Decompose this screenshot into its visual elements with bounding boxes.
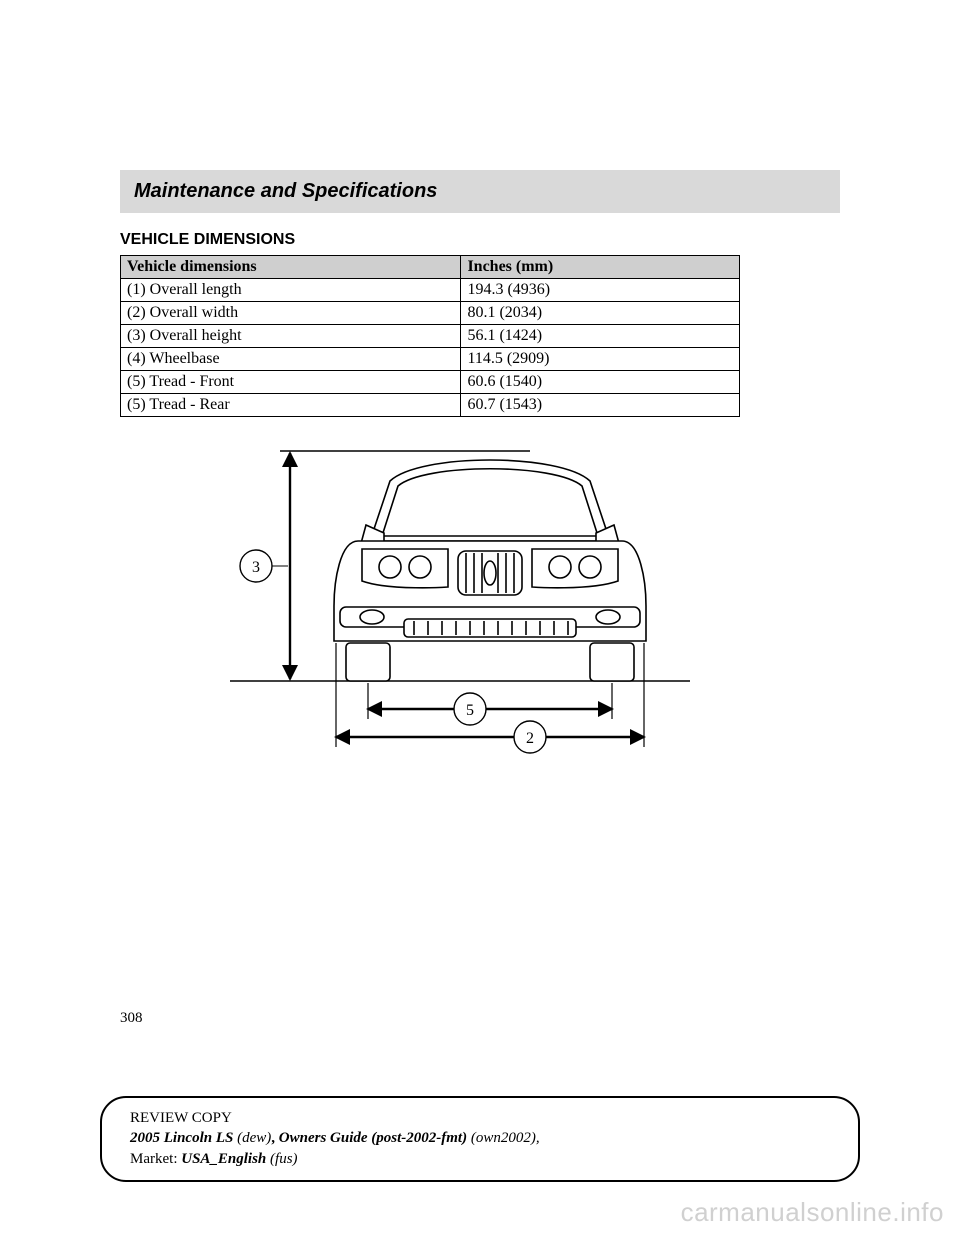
table-header-row: Vehicle dimensions Inches (mm) — [121, 256, 740, 279]
cell-dim: (2) Overall width — [121, 302, 461, 325]
footer-comma1: , — [271, 1130, 279, 1146]
cell-val: 60.7 (1543) — [461, 394, 740, 417]
table-row: (5) Tread - Front 60.6 (1540) — [121, 371, 740, 394]
diagram-label-3: 3 — [252, 559, 260, 576]
cell-dim: (1) Overall length — [121, 279, 461, 302]
footer-market-label: Market: — [130, 1151, 181, 1167]
cell-val: 56.1 (1424) — [461, 325, 740, 348]
th-dimensions: Vehicle dimensions — [121, 256, 461, 279]
section-header: Maintenance and Specifications — [120, 170, 840, 213]
footer-guide: Owners Guide (post-2002-fmt) — [279, 1130, 467, 1146]
table-row: (5) Tread - Rear 60.7 (1543) — [121, 394, 740, 417]
table-row: (2) Overall width 80.1 (2034) — [121, 302, 740, 325]
footer-comma2: , — [536, 1130, 540, 1146]
cell-dim: (5) Tread - Front — [121, 371, 461, 394]
cell-val: 80.1 (2034) — [461, 302, 740, 325]
cell-val: 60.6 (1540) — [461, 371, 740, 394]
footer-box: REVIEW COPY 2005 Lincoln LS (dew), Owner… — [100, 1096, 860, 1182]
diagram-label-5: 5 — [466, 702, 474, 719]
page-number: 308 — [120, 1010, 143, 1027]
table-row: (3) Overall height 56.1 (1424) — [121, 325, 740, 348]
footer-dew: (dew) — [233, 1130, 271, 1146]
footer-model: 2005 Lincoln LS — [130, 1130, 233, 1146]
cell-val: 114.5 (2909) — [461, 348, 740, 371]
table-row: (4) Wheelbase 114.5 (2909) — [121, 348, 740, 371]
car-front-icon — [334, 460, 646, 681]
cell-dim: (5) Tread - Rear — [121, 394, 461, 417]
footer-review: REVIEW COPY — [130, 1110, 232, 1126]
vehicle-diagram: 3 — [190, 431, 710, 766]
cell-dim: (3) Overall height — [121, 325, 461, 348]
th-inches: Inches (mm) — [461, 256, 740, 279]
dimensions-table: Vehicle dimensions Inches (mm) (1) Overa… — [120, 255, 740, 417]
footer-fus: (fus) — [266, 1151, 297, 1167]
footer-market: USA_English — [181, 1151, 266, 1167]
diagram-label-2: 2 — [526, 730, 534, 747]
cell-val: 194.3 (4936) — [461, 279, 740, 302]
footer-own: (own2002) — [467, 1130, 536, 1146]
watermark: carmanualsonline.info — [681, 1197, 944, 1228]
cell-dim: (4) Wheelbase — [121, 348, 461, 371]
table-row: (1) Overall length 194.3 (4936) — [121, 279, 740, 302]
subsection-title: VEHICLE DIMENSIONS — [120, 231, 840, 249]
